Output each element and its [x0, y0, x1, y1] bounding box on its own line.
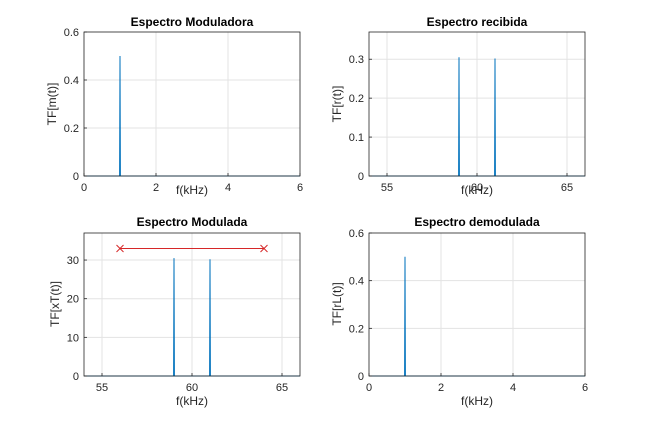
- y-tick-label: 0.6: [64, 27, 79, 39]
- y-axis-label: TF[rL(t)]: [330, 282, 344, 325]
- x-tick-label: 4: [225, 182, 231, 194]
- chart-title: Espectro demodulada: [414, 215, 540, 229]
- y-tick-label: 0.2: [64, 123, 79, 135]
- chart-title: Espectro Modulada: [137, 215, 248, 229]
- x-axis-label: f(kHz): [461, 183, 493, 197]
- x-tick-label: 0: [81, 182, 87, 194]
- chart-title: Espectro Moduladora: [131, 15, 254, 29]
- subplot-moduladora: 0 2 4 6 0 0.2 0.4 0.6 Espectro Moduladora f(kHz…: [45, 15, 303, 197]
- x-marker: [260, 244, 268, 253]
- x-tick-label: 6: [582, 382, 588, 394]
- y-axis-label: TF[r(t)]: [330, 86, 344, 123]
- subplot-modulada: 55 60 65 0 10 20 30 Espectro Modulada f(kHz) T…: [48, 215, 301, 408]
- x-axis-label: f(kHz): [176, 183, 208, 197]
- subplot-demodulada: 0 2 4 6 0 0.2 0.4 0.6 Espectro demodulada f(kHz…: [330, 215, 588, 408]
- x-tick-label: 4: [510, 382, 516, 394]
- axes-frame: [83, 31, 301, 177]
- x-axis-label: f(kHz): [461, 394, 493, 408]
- x-tick-label: 60: [471, 182, 483, 194]
- y-tick-label: 30: [67, 255, 79, 267]
- y-tick-label: 0.3: [349, 54, 364, 66]
- subplot-recibida: 55 60 65 0 0.1 0.2 0.3 Espectro recibida f(kHz…: [330, 15, 586, 197]
- x-tick-label: 55: [381, 182, 393, 194]
- plot-area: [84, 32, 300, 176]
- x-tick-label: 55: [96, 382, 108, 394]
- y-tick-label: 10: [67, 332, 79, 344]
- x-tick-label: 65: [561, 182, 573, 194]
- y-axis-label: TF[xT(t)]: [48, 281, 62, 327]
- plot-area: [369, 233, 585, 376]
- y-tick-label: 0.4: [64, 75, 79, 87]
- y-tick-label: 0.2: [349, 323, 364, 335]
- x-tick-label: 60: [186, 382, 198, 394]
- y-tick-label: 0: [358, 371, 364, 383]
- y-tick-label: 0.2: [349, 93, 364, 105]
- y-tick-label: 0.4: [349, 276, 364, 288]
- x-tick-label: 65: [276, 382, 288, 394]
- x-tick-label: 2: [438, 382, 444, 394]
- y-tick-label: 0.6: [349, 228, 364, 240]
- y-tick-label: 0.1: [349, 132, 364, 144]
- x-tick-label: 6: [297, 182, 303, 194]
- axes-frame: [368, 232, 586, 377]
- x-tick-label: 2: [153, 182, 159, 194]
- y-tick-label: 0: [73, 171, 79, 183]
- y-tick-label: 0: [358, 171, 364, 183]
- x-tick-label: 0: [366, 382, 372, 394]
- x-axis-label: f(kHz): [176, 394, 208, 408]
- x-marker: [116, 244, 124, 253]
- y-tick-label: 20: [67, 294, 79, 306]
- y-axis-label: TF[m(t)]: [45, 83, 59, 126]
- y-tick-label: 0: [73, 371, 79, 383]
- chart-title: Espectro recibida: [427, 15, 528, 29]
